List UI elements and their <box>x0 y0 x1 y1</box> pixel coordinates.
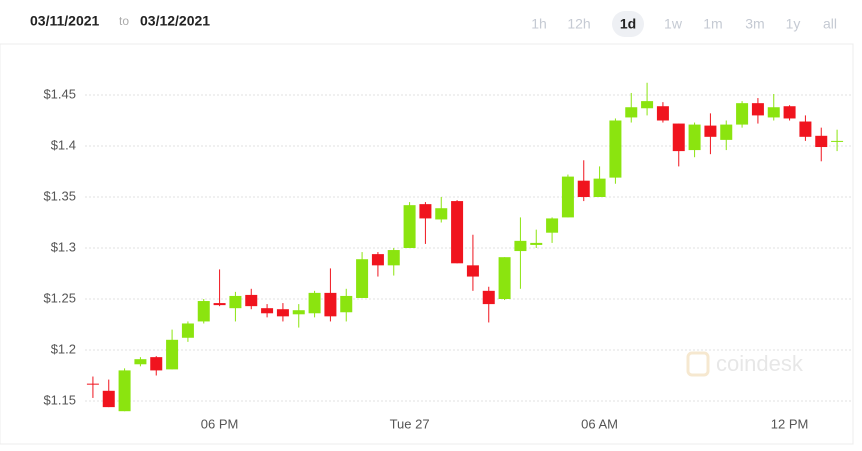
candle-body <box>641 101 654 109</box>
candle-body <box>371 254 384 266</box>
candle-body <box>736 103 749 125</box>
candle-body <box>672 123 685 152</box>
date-separator: to <box>119 14 129 28</box>
candle-body <box>514 240 527 252</box>
candle-body <box>767 107 780 118</box>
candle-body <box>498 257 511 299</box>
candle-body <box>435 208 448 220</box>
candle-body <box>530 242 543 245</box>
candle-body <box>118 370 131 412</box>
range-button[interactable]: 1h <box>531 16 547 32</box>
candle-body <box>561 176 574 218</box>
candle-body <box>197 301 210 322</box>
candle-body <box>419 204 432 219</box>
candle-body <box>831 140 844 142</box>
candle-body <box>625 107 638 118</box>
candle-body <box>656 106 669 121</box>
chart-frame <box>0 43 854 445</box>
watermark-icon <box>686 351 710 377</box>
plot: $1.15 $1.2 $1.25 $1.3 $1.35 $1.4 $1.45 06 PM Tue… <box>43 82 853 431</box>
range-button[interactable]: 12h <box>567 16 590 32</box>
candle-body <box>482 290 495 305</box>
y-tick-label: $1.4 <box>51 137 76 152</box>
candle-body <box>213 303 226 306</box>
y-tick-label: $1.3 <box>51 239 76 254</box>
candle-body <box>86 383 99 385</box>
range-button[interactable]: 1d <box>620 16 636 32</box>
y-tick-label: $1.2 <box>51 341 76 356</box>
candle-body <box>783 106 796 119</box>
watermark-text: coindesk <box>716 351 804 376</box>
candle-body <box>577 180 590 197</box>
candle-body <box>356 259 369 298</box>
range-button[interactable]: 1w <box>664 16 683 32</box>
candle-body <box>261 308 274 314</box>
watermark: coindesk <box>686 351 804 377</box>
candle-body <box>609 120 622 178</box>
candle-body <box>403 205 416 248</box>
range-button[interactable]: 3m <box>745 16 764 32</box>
range-button[interactable]: 1y <box>786 16 801 32</box>
x-tick-label: 06 AM <box>581 416 618 431</box>
x-tick-label: 06 PM <box>201 416 239 431</box>
candle-body <box>276 309 289 317</box>
candle-body <box>593 178 606 197</box>
candle-body <box>466 265 479 277</box>
candle-body <box>451 201 464 264</box>
candle-body <box>181 323 194 338</box>
date-to[interactable]: 03/12/2021 <box>140 13 210 29</box>
range-selected-bg <box>612 11 644 37</box>
y-tick-label: $1.15 <box>43 392 76 407</box>
date-from[interactable]: 03/11/2021 <box>30 13 100 29</box>
candle-body <box>308 292 321 314</box>
candle-body <box>815 135 828 148</box>
candle-body <box>387 250 400 266</box>
y-tick-label: $1.25 <box>43 290 76 305</box>
x-tick-label: Tue 27 <box>390 416 430 431</box>
candle-body <box>292 310 305 315</box>
candle-body <box>688 124 701 151</box>
x-tick-label: 12 PM <box>771 416 809 431</box>
candle-body <box>150 357 163 371</box>
candle-body <box>245 294 258 307</box>
y-tick-label: $1.35 <box>43 188 76 203</box>
range-button[interactable]: all <box>823 16 837 32</box>
candle-body <box>720 124 733 140</box>
candle-body <box>546 218 559 233</box>
candle-body <box>229 295 242 309</box>
candle-body <box>799 121 812 137</box>
range-button[interactable]: 1m <box>703 16 722 32</box>
candle-body <box>340 295 353 313</box>
candle-body <box>751 103 764 116</box>
candle-body <box>324 292 337 317</box>
candle-body <box>166 339 179 370</box>
y-tick-label: $1.45 <box>43 86 76 101</box>
range-buttons: 1h 12h 1d 1w 1m 3m 1y all <box>531 11 837 37</box>
candle-body <box>704 125 717 137</box>
candle-body <box>134 359 147 365</box>
candle-body <box>102 390 115 408</box>
